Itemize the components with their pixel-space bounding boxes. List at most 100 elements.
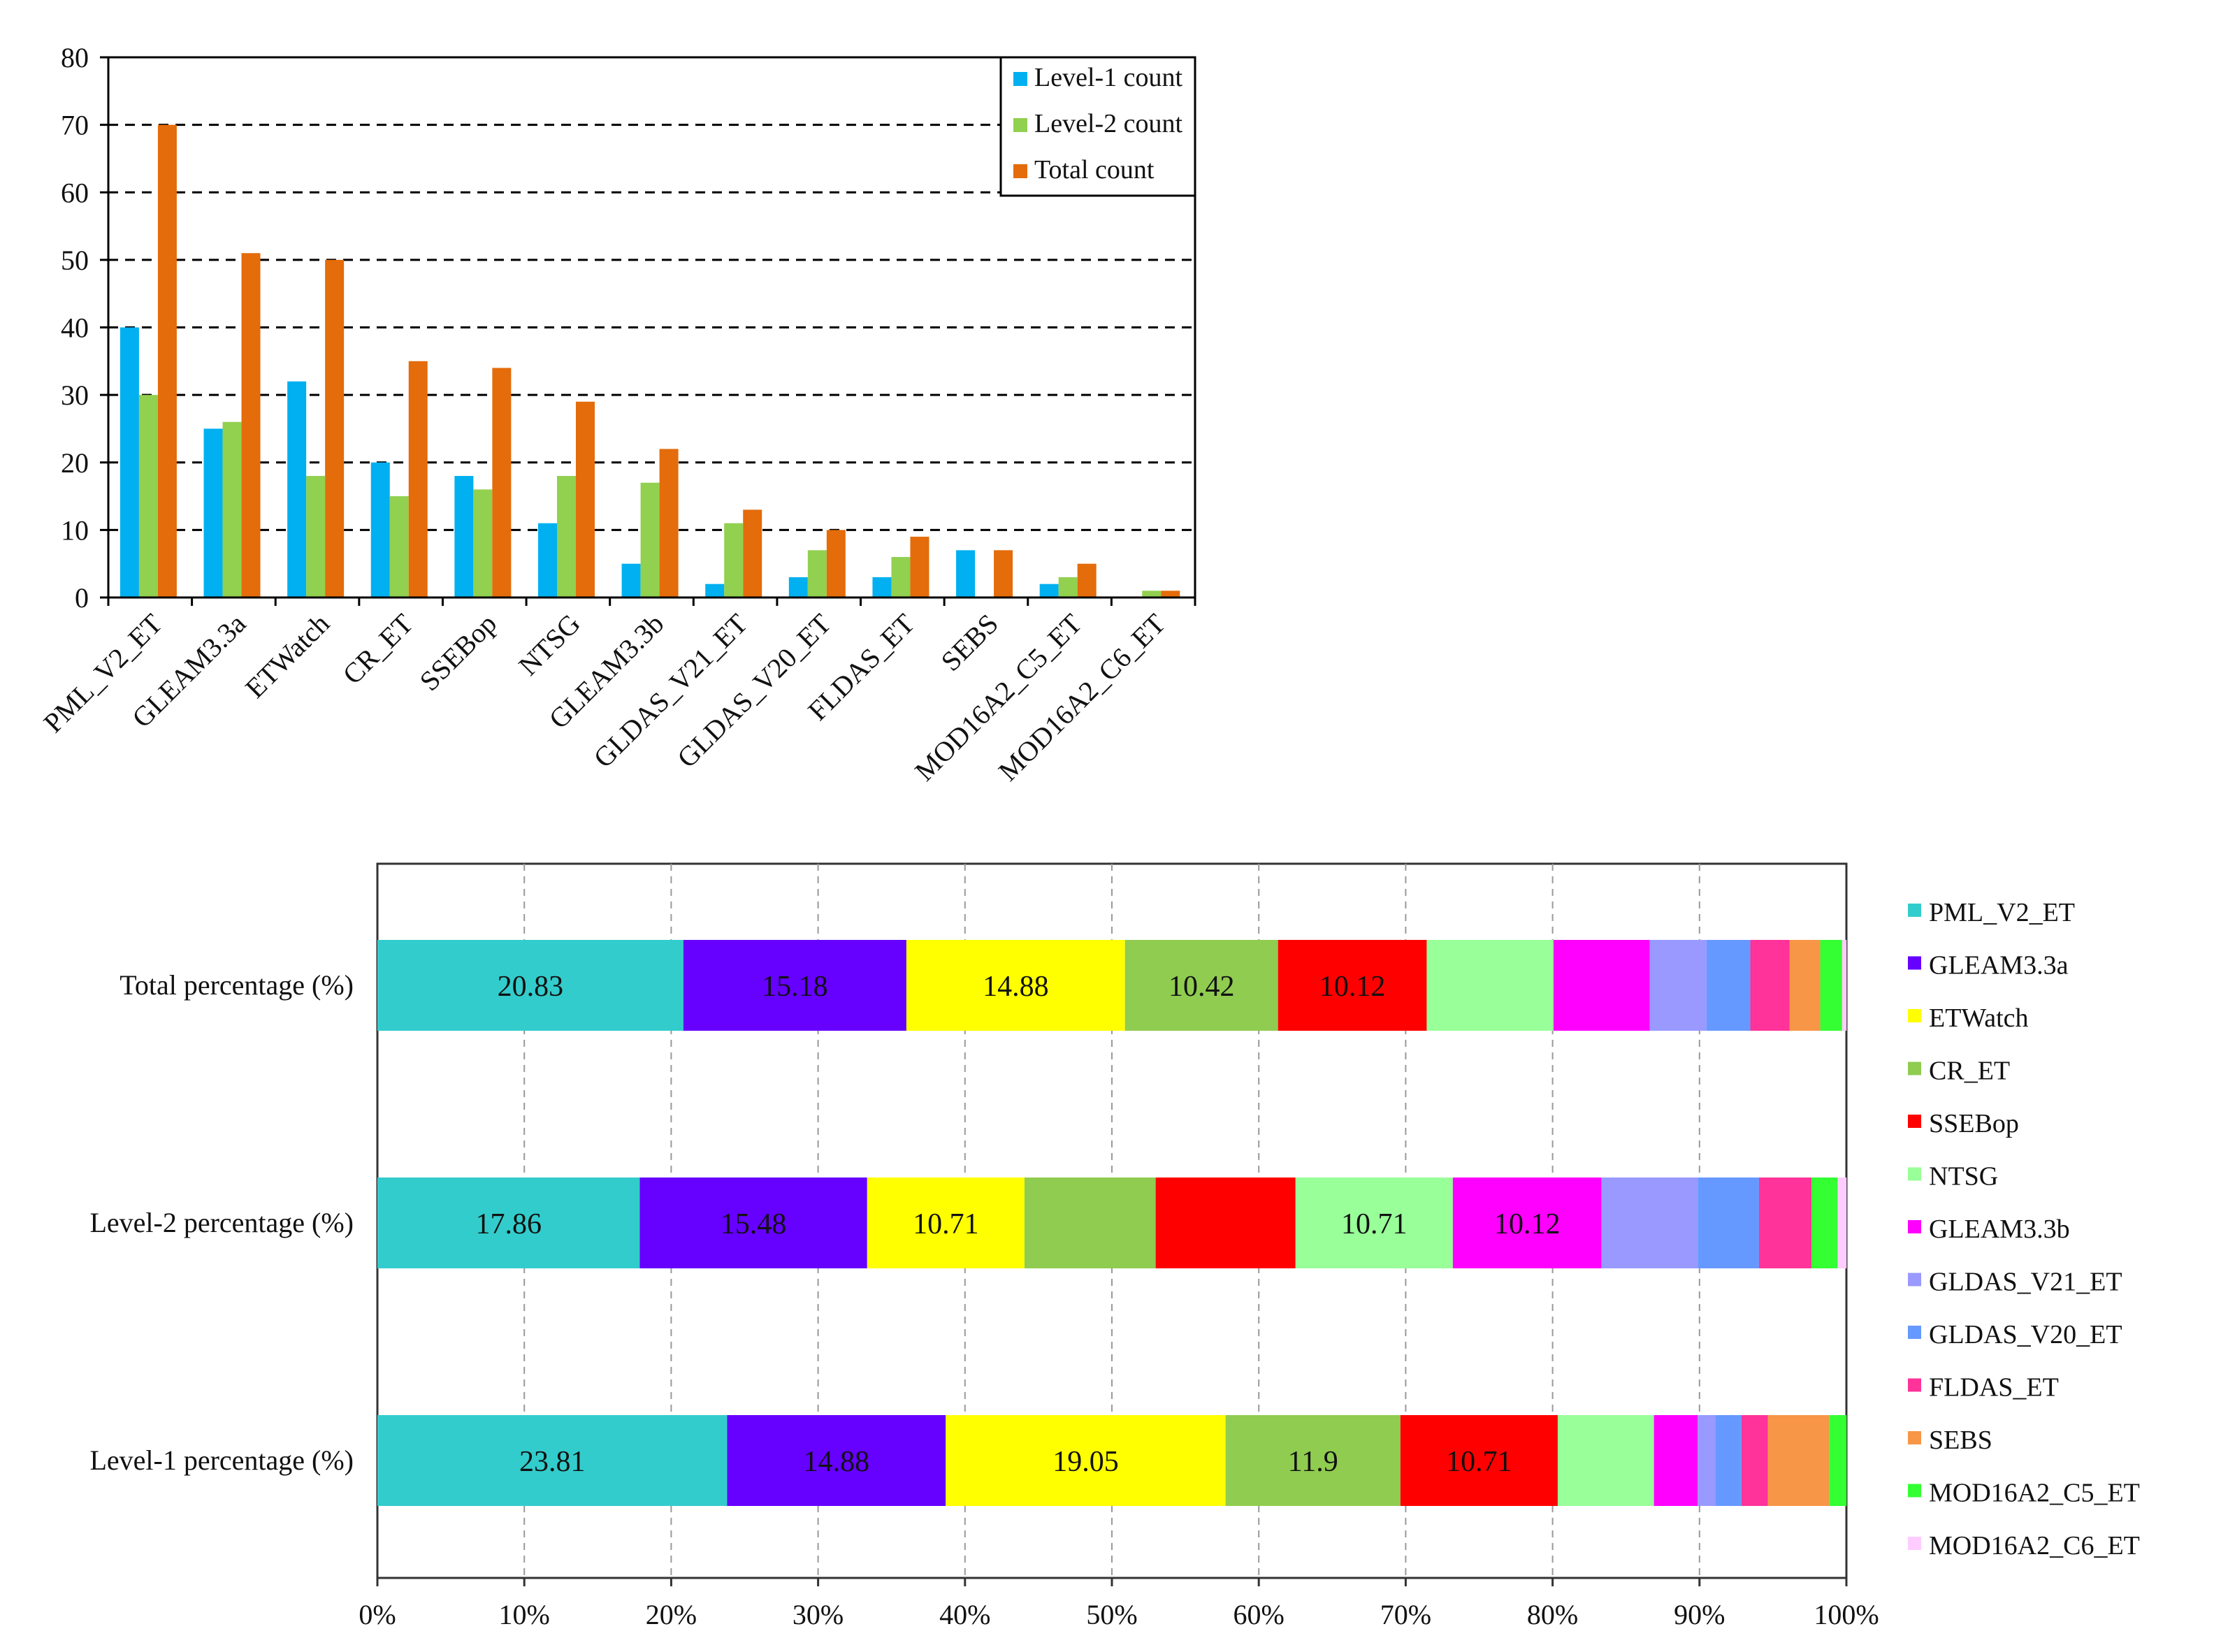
segment-gleam3-3a-row-0 bbox=[683, 940, 906, 1031]
bar-level-2-count-pml-v2-et bbox=[138, 395, 158, 597]
segment-label-etwatch-row-0: 14.88 bbox=[983, 971, 1049, 1003]
x-tick-label-6: 60% bbox=[1233, 1599, 1285, 1630]
bar-level-2-count-gldas-v21-et bbox=[724, 523, 744, 597]
bar-level-2-count-gleam3-3b bbox=[640, 482, 660, 597]
x-category-label-etwatch: ETWatch bbox=[239, 608, 335, 704]
legend-label-gldas-v21-et: GLDAS_V21_ET bbox=[1929, 1268, 2122, 1297]
bar-level-2-count-mod16a2-c5-et bbox=[1058, 577, 1078, 597]
x-tick-label-1: 10% bbox=[499, 1599, 550, 1630]
legend-label-level-1-count: Level-1 count bbox=[1034, 63, 1183, 92]
bar-total-count-mod16a2-c6-et bbox=[1161, 590, 1180, 597]
bar-total-count-gldas-v21-et bbox=[743, 509, 762, 597]
segment-gldas-v20-et-row-2 bbox=[1715, 1415, 1742, 1506]
count-chart-y-ticks: 0 10 20 30 40 50 60 70 80 bbox=[61, 42, 108, 614]
legend-label-pml-v2-et: PML_V2_ET bbox=[1929, 898, 2075, 927]
segment-label-pml-v2-et-row-1: 17.86 bbox=[475, 1208, 542, 1240]
percentage-chart-category-labels: Total percentage (%) Level-2 percentage (… bbox=[89, 969, 354, 1476]
legend-swatch-mod16a2-c5-et bbox=[1908, 1484, 1921, 1498]
segment-mod16a2-c6-et-row-1 bbox=[1837, 1178, 1847, 1268]
x-tick-label-2: 20% bbox=[646, 1599, 697, 1630]
y-tick-label-0: 0 bbox=[75, 582, 89, 614]
legend-label-gleam3-3b: GLEAM3.3b bbox=[1929, 1215, 2070, 1244]
bar-total-count-pml-v2-et bbox=[157, 124, 177, 597]
legend-label-mod16a2-c6-et: MOD16A2_C6_ET bbox=[1929, 1531, 2140, 1560]
bar-level-2-count-etwatch bbox=[306, 476, 326, 597]
segment-gleam3-3b-row-2 bbox=[1654, 1415, 1698, 1506]
segment-mod16a2-c5-et-row-0 bbox=[1820, 940, 1842, 1031]
segment-gldas-v21-et-row-1 bbox=[1601, 1178, 1698, 1268]
category-label-level-1-percentage: Level-1 percentage (%) bbox=[89, 1444, 354, 1476]
count-legend-box bbox=[999, 56, 1196, 197]
x-tick-label-3: 30% bbox=[793, 1599, 844, 1630]
bar-total-count-ssebop bbox=[492, 368, 512, 597]
segment-cr-et-row-2 bbox=[1225, 1415, 1401, 1506]
segment-ssebop-row-0 bbox=[1278, 940, 1427, 1031]
bar-level-1-count-cr-et bbox=[370, 462, 390, 597]
percentage-chart-bars: 20.83 15.18 14.88 10.42 10.12 17.86 15.48 10.71… bbox=[377, 940, 1847, 1506]
segment-gldas-v20-et-row-0 bbox=[1706, 940, 1751, 1031]
segment-label-cr-et-row-0: 10.42 bbox=[1168, 971, 1235, 1003]
count-chart-bars bbox=[120, 124, 1180, 597]
segment-gleam3-3a-row-2 bbox=[727, 1415, 946, 1506]
segment-mod16a2-c5-et-row-2 bbox=[1829, 1415, 1847, 1506]
segment-label-ssebop-row-0: 10.12 bbox=[1319, 971, 1386, 1003]
legend-swatch-etwatch bbox=[1908, 1009, 1921, 1022]
segment-fldas-et-row-0 bbox=[1750, 940, 1790, 1031]
category-label-level-2-percentage: Level-2 percentage (%) bbox=[89, 1207, 354, 1238]
bar-level-1-count-gleam3-3a bbox=[203, 428, 223, 597]
segment-etwatch-row-2 bbox=[946, 1415, 1226, 1506]
segment-cr-et-row-0 bbox=[1124, 940, 1278, 1031]
legend-label-gleam3-3a: GLEAM3.3a bbox=[1929, 951, 2069, 980]
segment-label-ssebop-row-2: 10.71 bbox=[1446, 1446, 1512, 1478]
legend-label-fldas-et: FLDAS_ET bbox=[1929, 1373, 2059, 1403]
legend-swatch-cr-et bbox=[1908, 1062, 1921, 1075]
segment-label-pml-v2-et-row-0: 20.83 bbox=[498, 971, 564, 1003]
x-category-label-ntsg: NTSG bbox=[512, 608, 586, 682]
segment-label-etwatch-row-2: 19.05 bbox=[1052, 1446, 1119, 1478]
bar-total-count-gldas-v20-et bbox=[826, 530, 846, 597]
y-tick-label-50: 50 bbox=[61, 245, 89, 276]
segment-gldas-v21-et-row-0 bbox=[1649, 940, 1707, 1031]
legend-swatch-gldas-v21-et bbox=[1908, 1273, 1921, 1287]
segment-label-gleam3-3a-row-2: 14.88 bbox=[804, 1446, 870, 1478]
segment-gleam3-3b-row-0 bbox=[1553, 940, 1650, 1031]
bar-level-2-count-ssebop bbox=[473, 489, 493, 597]
bar-level-1-count-fldas-et bbox=[872, 577, 892, 597]
count-bar-chart: 0 10 20 30 40 50 60 70 80 PML_V2_ETGLEAM3.3aETWa… bbox=[37, 42, 1196, 787]
legend-swatch-pml-v2-et bbox=[1908, 904, 1921, 917]
x-tick-label-8: 80% bbox=[1527, 1599, 1578, 1630]
legend-swatch-mod16a2-c6-et bbox=[1908, 1537, 1921, 1550]
bar-level-1-count-etwatch bbox=[287, 381, 307, 597]
x-tick-label-0: 0% bbox=[359, 1599, 396, 1630]
bar-total-count-gleam3-3b bbox=[659, 449, 679, 597]
segment-mod16a2-c5-et-row-1 bbox=[1811, 1178, 1838, 1268]
legend-label-ssebop: SSEBop bbox=[1929, 1109, 2019, 1138]
x-tick-label-4: 40% bbox=[939, 1599, 990, 1630]
x-category-label-sebs: SEBS bbox=[935, 608, 1004, 677]
bar-total-count-ntsg bbox=[575, 401, 595, 597]
bar-level-1-count-gldas-v21-et bbox=[705, 584, 725, 597]
y-tick-label-30: 30 bbox=[61, 379, 89, 411]
bar-level-2-count-gldas-v20-et bbox=[807, 550, 827, 597]
legend-swatch-ssebop bbox=[1908, 1115, 1921, 1128]
legend-label-total-count: Total count bbox=[1034, 155, 1155, 184]
bar-level-1-count-gleam3-3b bbox=[621, 563, 641, 597]
legend-swatch-gleam3-3b bbox=[1908, 1220, 1921, 1233]
segment-gleam3-3b-row-1 bbox=[1452, 1178, 1602, 1268]
legend-swatch-gleam3-3a bbox=[1908, 956, 1921, 970]
y-tick-label-80: 80 bbox=[61, 42, 89, 73]
bar-level-2-count-gleam3-3a bbox=[222, 421, 242, 597]
segment-gldas-v21-et-row-2 bbox=[1698, 1415, 1716, 1506]
percentage-chart-legend: PML_V2_ET GLEAM3.3a ETWatch CR_ET SSEBop NTSG… bbox=[1908, 898, 2140, 1560]
x-tick-label-5: 50% bbox=[1086, 1599, 1137, 1630]
legend-label-sebs: SEBS bbox=[1929, 1426, 1992, 1455]
segment-gldas-v20-et-row-1 bbox=[1698, 1178, 1759, 1268]
legend-swatch-fldas-et bbox=[1908, 1378, 1921, 1392]
segment-pml-v2-et-row-0 bbox=[377, 940, 683, 1031]
segment-pml-v2-et-row-1 bbox=[377, 1178, 640, 1268]
segment-sebs-row-2 bbox=[1767, 1415, 1830, 1506]
segment-fldas-et-row-1 bbox=[1758, 1178, 1811, 1268]
legend-label-mod16a2-c5-et: MOD16A2_C5_ET bbox=[1929, 1479, 2140, 1508]
x-tick-label-7: 70% bbox=[1380, 1599, 1431, 1630]
